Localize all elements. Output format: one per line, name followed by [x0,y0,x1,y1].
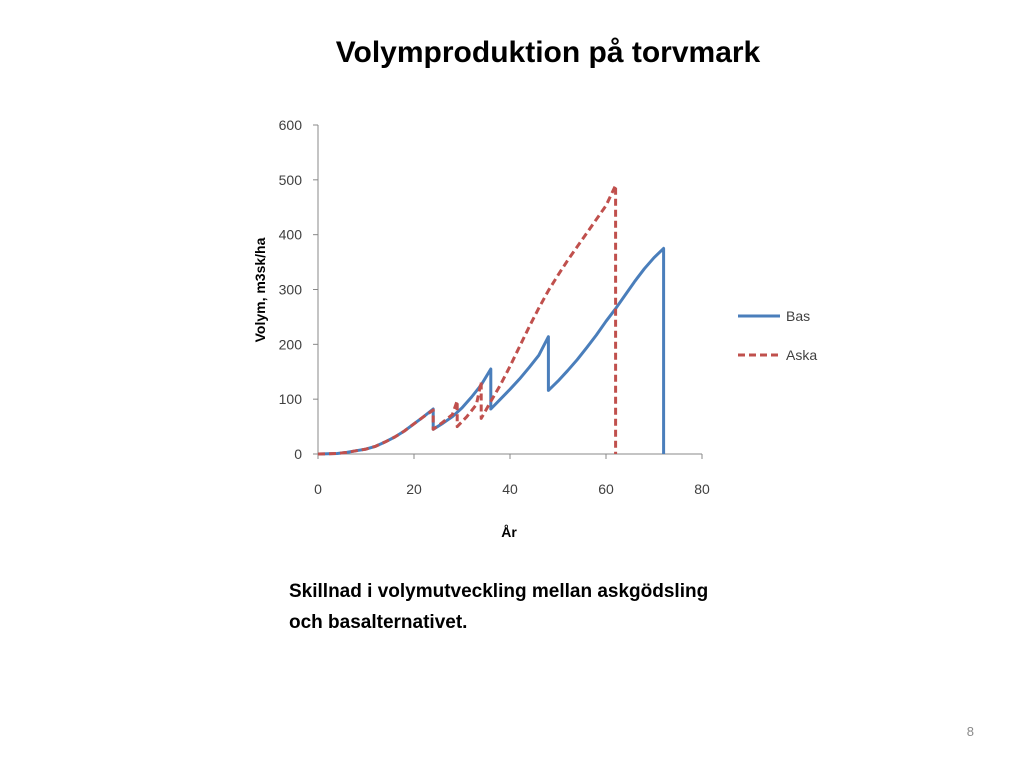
legend: Bas Aska [738,308,817,363]
y-tick-label: 500 [279,172,303,188]
x-tick-label: 40 [502,481,518,497]
series-line-aska [317,183,618,456]
series-line-bas [317,246,666,456]
slide-title: Volymproduktion på torvmark [335,36,761,69]
x-tick-label: 60 [598,481,614,497]
legend-label-bas: Bas [786,308,810,324]
x-axis-title: År [501,524,517,540]
caption-line-2: och basalternativet. [289,612,468,633]
y-axis-title: Volym, m3sk/ha [252,237,268,342]
legend-label-aska: Aska [786,347,817,363]
x-tick-label: 20 [406,481,422,497]
y-tick-label: 100 [279,391,303,407]
x-tick-label: 0 [314,481,322,497]
y-axis: 0 100 200 300 400 500 600 [279,117,319,462]
y-tick-label: 600 [279,117,303,133]
series-group [317,183,666,456]
x-axis: 0 20 40 60 80 [314,453,710,497]
page-number: 8 [966,724,974,739]
y-tick-label: 400 [279,227,303,243]
y-tick-label: 300 [279,282,303,298]
caption-line-1: Skillnad i volymutveckling mellan askgöd… [289,581,709,602]
chart-caption: Skillnad i volymutveckling mellan askgöd… [289,576,809,638]
y-tick-label: 200 [279,336,303,352]
y-tick-label: 0 [294,446,302,462]
x-tick-label: 80 [694,481,710,497]
